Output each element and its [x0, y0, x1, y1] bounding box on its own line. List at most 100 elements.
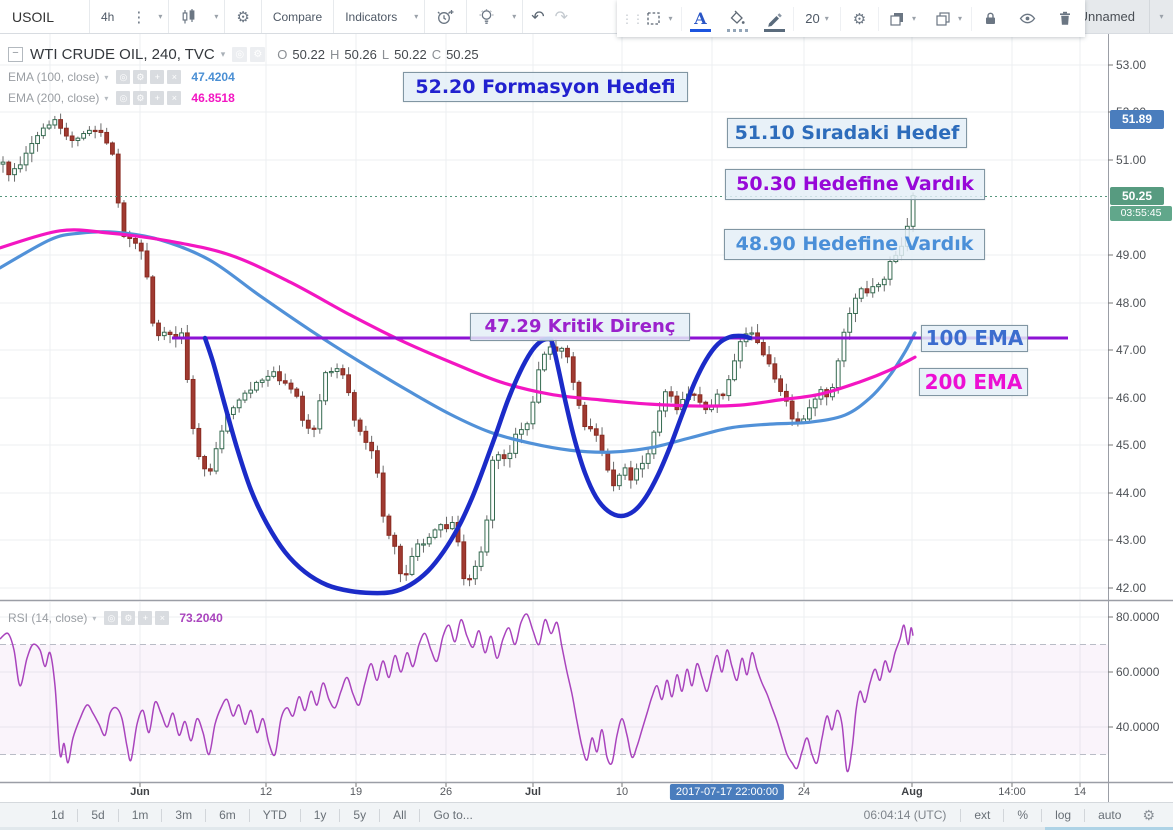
rsi-eye-icon[interactable]: ◎: [104, 611, 119, 625]
ema100-eye-icon[interactable]: ◎: [116, 70, 131, 84]
interval-button[interactable]: 4h: [101, 9, 115, 24]
annotation-text-box[interactable]: 50.30 Hedefine Vardık: [725, 169, 985, 200]
bottom-divider: [1041, 808, 1043, 822]
ema100-add-icon[interactable]: +: [150, 70, 165, 84]
time-axis-label: Jun: [130, 786, 150, 798]
visibility-eye-icon[interactable]: [1009, 0, 1046, 37]
annotation-text-box[interactable]: 52.20 Formasyon Hedefi: [403, 72, 688, 102]
ema100-gear-icon[interactable]: ⚙: [133, 70, 148, 84]
bottom-divider: [77, 808, 79, 822]
symbol-title[interactable]: WTI CRUDE OIL, 240, TVC: [30, 46, 215, 63]
symbol-eye-icon[interactable]: ◎: [232, 47, 248, 62]
toolbar-separator: [89, 0, 90, 33]
ema200-caret-icon[interactable]: ▾: [104, 93, 109, 103]
bottom-divider: [1084, 808, 1086, 822]
undo-icon[interactable]: ↶ ↷: [531, 8, 569, 26]
toolbar-separator: [168, 0, 170, 33]
time-axis-badge: 2017-07-17 22:00:00: [669, 784, 785, 800]
price-axis-badge: 51.89: [1110, 109, 1164, 129]
rsi-legend: RSI (14, close) ▾ ◎ ⚙ + × 73.2040: [8, 611, 223, 625]
ema200-gear-icon[interactable]: ⚙: [133, 91, 148, 105]
ema200-add-icon[interactable]: +: [150, 91, 165, 105]
remove-trash-icon[interactable]: [1046, 0, 1083, 37]
selection-style-icon[interactable]: ▾: [637, 0, 681, 37]
rsi-gear-icon[interactable]: ⚙: [121, 611, 136, 625]
drawing-gear-icon[interactable]: ⚙: [852, 10, 867, 28]
toolbar-separator: [793, 6, 794, 31]
toolbar-drag-handle[interactable]: ⋮⋮: [621, 11, 644, 26]
ema200-label[interactable]: EMA (200, close): [8, 91, 100, 105]
range-buttons: 1d 5d 1m 3m 6m YTD 1y 5y All Go to...: [0, 808, 486, 822]
ohlc-h-label: H: [329, 47, 340, 62]
symbol-gear-icon[interactable]: ⚙: [250, 47, 266, 62]
font-size-select[interactable]: 20 ▾: [805, 11, 829, 26]
range-button-1m[interactable]: 1m: [131, 808, 149, 822]
compare-button[interactable]: Compare: [272, 9, 323, 24]
toolbar-separator: [260, 0, 262, 33]
scale-modes: ext% log auto: [961, 808, 1134, 822]
fill-color-icon[interactable]: [719, 0, 756, 37]
bring-to-front-icon[interactable]: ▾: [879, 0, 925, 37]
annotation-text-box[interactable]: 100 EMA: [921, 325, 1028, 352]
range-button-1y[interactable]: 1y: [313, 808, 327, 822]
indicators-button[interactable]: Indicators: [345, 9, 398, 24]
bottom-divider: [161, 808, 163, 822]
symbol-input[interactable]: USOIL: [12, 8, 55, 25]
annotation-text-box[interactable]: 48.90 Hedefine Vardık: [724, 229, 985, 260]
ideas-caret-icon[interactable]: ▾: [512, 12, 517, 21]
annotation-text-box[interactable]: 200 EMA: [919, 368, 1028, 396]
ohlc-c-label: C: [431, 47, 442, 62]
rsi-label[interactable]: RSI (14, close): [8, 611, 88, 625]
bottom-divider: [419, 808, 421, 822]
chart-style-caret-icon[interactable]: ▾: [214, 12, 219, 21]
range-button-All[interactable]: All: [393, 808, 407, 822]
interval-menu-dots-icon[interactable]: ⋮: [131, 8, 147, 26]
annotation-text-box[interactable]: 47.29 Kritik Direnç: [470, 313, 690, 341]
ema100-legend: EMA (100, close) ▾ ◎ ⚙ + × 47.4204: [8, 70, 235, 84]
range-button-5d[interactable]: 5d: [91, 808, 105, 822]
ohlc-l-label: L: [381, 47, 390, 62]
collapse-pane-icon[interactable]: −: [8, 47, 23, 62]
interval-caret-icon[interactable]: ▾: [158, 12, 163, 21]
scale-mode-log[interactable]: log: [1055, 808, 1072, 822]
ema200-eye-icon[interactable]: ◎: [116, 91, 131, 105]
scale-mode-%[interactable]: %: [1017, 808, 1029, 822]
annotation-text-box[interactable]: 51.10 Sıradaki Hedef: [727, 118, 967, 148]
ema200-close-icon[interactable]: ×: [167, 91, 182, 105]
symbol-caret-icon[interactable]: ▾: [220, 49, 226, 59]
ideas-bulb-icon[interactable]: [467, 0, 506, 33]
line-color-icon[interactable]: [756, 0, 793, 37]
scale-mode-ext[interactable]: ext: [974, 808, 991, 822]
clock-utc[interactable]: 06:04:14 (UTC): [863, 808, 947, 822]
ema100-close-icon[interactable]: ×: [167, 70, 182, 84]
chart-style-candles-icon[interactable]: [169, 0, 208, 33]
rsi-axis-label: 60.0000: [1116, 665, 1160, 679]
rsi-caret-icon[interactable]: ▾: [92, 613, 97, 623]
text-color-icon[interactable]: A: [682, 0, 719, 37]
lock-icon[interactable]: [972, 0, 1009, 37]
rsi-close-icon[interactable]: ×: [155, 611, 170, 625]
ohlc-c-value: 50.25: [446, 47, 479, 62]
clone-icon[interactable]: ▾: [925, 0, 971, 37]
ema100-label[interactable]: EMA (100, close): [8, 70, 100, 84]
ema100-caret-icon[interactable]: ▾: [104, 72, 109, 82]
range-button-5y[interactable]: 5y: [353, 808, 367, 822]
scale-mode-auto[interactable]: auto: [1098, 808, 1122, 822]
chart-properties-gear-icon[interactable]: ⚙: [236, 8, 250, 26]
indicators-caret-icon[interactable]: ▾: [414, 12, 419, 21]
layout-caret-icon[interactable]: ▾: [1149, 0, 1173, 33]
toolbar-separator: [971, 6, 972, 31]
rsi-add-icon[interactable]: +: [138, 611, 153, 625]
range-button-3m[interactable]: 3m: [175, 808, 193, 822]
bottom-gear-icon[interactable]: ⚙: [1142, 806, 1155, 823]
add-alert-icon[interactable]: [425, 0, 466, 33]
price-axis-label: 45.00: [1116, 438, 1147, 452]
goto-button[interactable]: Go to...: [433, 808, 473, 822]
range-button-6m[interactable]: 6m: [219, 808, 236, 822]
bottom-divider: [205, 808, 207, 822]
range-button-1d[interactable]: 1d: [51, 808, 65, 822]
bottom-scrollbar[interactable]: [1045, 826, 1173, 830]
price-axis-label: 46.00: [1116, 391, 1147, 405]
range-button-YTD[interactable]: YTD: [262, 808, 287, 822]
